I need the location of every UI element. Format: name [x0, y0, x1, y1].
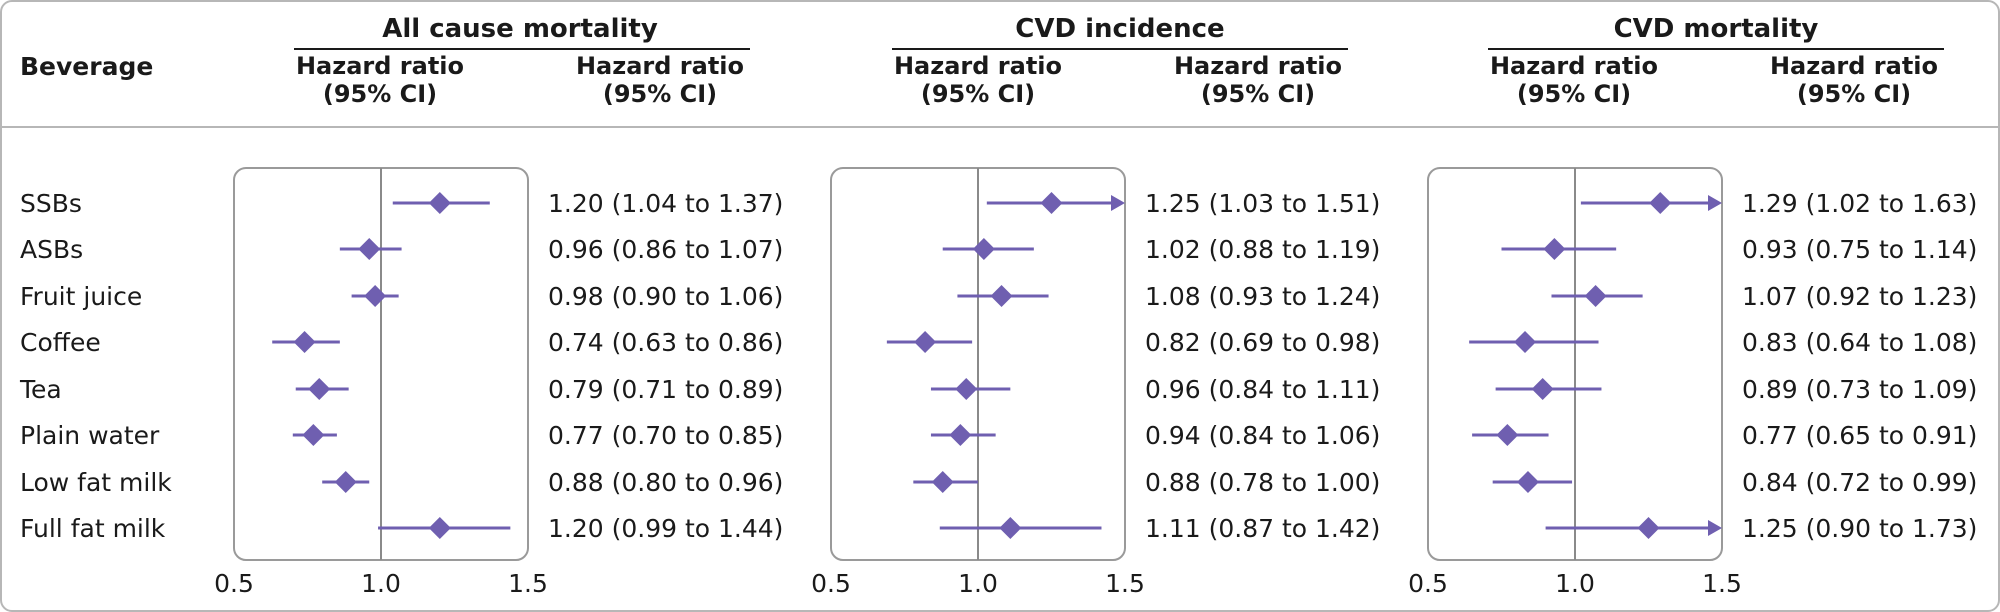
hazard-ratio-marker	[428, 517, 451, 539]
hazard-ratio-marker	[1531, 378, 1554, 400]
header-line: Hazard ratio	[893, 52, 1063, 80]
hazard-ratio-value: 1.07 (0.92 to 1.23)	[1742, 282, 1977, 311]
hazard-ratio-value: 0.96 (0.86 to 1.07)	[548, 235, 783, 264]
hazard-ratio-marker	[972, 238, 995, 260]
row-label-low-fat-milk: Low fat milk	[20, 468, 172, 497]
row-label-coffee: Coffee	[20, 328, 101, 357]
hazard-ratio-marker	[955, 378, 978, 400]
beverage-column-header: Beverage	[20, 52, 154, 81]
ci-arrow-right	[1111, 195, 1125, 211]
hazard-ratio-marker	[949, 424, 972, 446]
header-line: (95% CI)	[1796, 80, 1912, 108]
hazard-ratio-marker	[1040, 192, 1063, 214]
header-separator	[0, 126, 2000, 128]
hazard-ratio-value: 0.94 (0.84 to 1.06)	[1145, 421, 1380, 450]
hazard-ratio-value: 0.88 (0.78 to 1.00)	[1145, 468, 1380, 497]
row-label-plain-water: Plain water	[20, 421, 160, 450]
panel-rule	[892, 48, 1348, 50]
row-label-full-fat-milk: Full fat milk	[20, 514, 166, 543]
hazard-ratio-plot-header: Hazard ratio (95% CI)	[888, 52, 1068, 108]
header-line: Hazard ratio	[575, 52, 745, 80]
hazard-ratio-marker	[990, 285, 1013, 307]
hazard-ratio-value: 0.77 (0.65 to 0.91)	[1742, 421, 1977, 450]
hazard-ratio-value: 0.96 (0.84 to 1.11)	[1145, 375, 1380, 404]
x-tick-label: 1.5	[508, 569, 548, 598]
hazard-ratio-value: 1.25 (0.90 to 1.73)	[1742, 514, 1977, 543]
ci-arrow-right	[1708, 520, 1722, 536]
hazard-ratio-marker	[1543, 238, 1566, 260]
header-line: (95% CI)	[1516, 80, 1632, 108]
ci-arrow-right	[1708, 195, 1722, 211]
hazard-ratio-value-header: Hazard ratio (95% CI)	[1168, 52, 1348, 108]
hazard-ratio-marker	[1584, 285, 1607, 307]
hazard-ratio-value: 1.11 (0.87 to 1.42)	[1145, 514, 1380, 543]
x-tick-label: 1.5	[1105, 569, 1145, 598]
hazard-ratio-value: 0.79 (0.71 to 0.89)	[548, 375, 783, 404]
hazard-ratio-marker	[1637, 517, 1660, 539]
hazard-ratio-value: 0.82 (0.69 to 0.98)	[1145, 328, 1380, 357]
hazard-ratio-value-header: Hazard ratio (95% CI)	[570, 52, 750, 108]
hazard-ratio-plot-header: Hazard ratio (95% CI)	[290, 52, 470, 108]
row-label-ssbs: SSBs	[20, 189, 82, 218]
hazard-ratio-marker	[334, 471, 357, 493]
hazard-ratio-value: 1.20 (0.99 to 1.44)	[548, 514, 783, 543]
hazard-ratio-value: 1.20 (1.04 to 1.37)	[548, 189, 783, 218]
hazard-ratio-marker	[1649, 192, 1672, 214]
hazard-ratio-marker	[358, 238, 381, 260]
hazard-ratio-value: 1.08 (0.93 to 1.24)	[1145, 282, 1380, 311]
panel-title-all-cause-mortality: All cause mortality	[382, 14, 658, 44]
x-tick-label: 0.5	[1408, 569, 1448, 598]
hazard-ratio-value: 0.89 (0.73 to 1.09)	[1742, 375, 1977, 404]
hazard-ratio-marker	[302, 424, 325, 446]
header-line: Hazard ratio	[1173, 52, 1343, 80]
x-tick-label: 1.0	[1555, 569, 1595, 598]
hazard-ratio-marker	[428, 192, 451, 214]
header-line: Hazard ratio	[1489, 52, 1659, 80]
hazard-ratio-value-header: Hazard ratio (95% CI)	[1764, 52, 1944, 108]
panel-title-cvd-incidence: CVD incidence	[1015, 14, 1225, 44]
hazard-ratio-marker	[999, 517, 1022, 539]
hazard-ratio-value: 0.83 (0.64 to 1.08)	[1742, 328, 1977, 357]
header-line: (95% CI)	[920, 80, 1036, 108]
hazard-ratio-marker	[293, 331, 316, 353]
panel-rule	[294, 48, 750, 50]
x-tick-label: 1.0	[958, 569, 998, 598]
hazard-ratio-marker	[931, 471, 954, 493]
hazard-ratio-value: 1.29 (1.02 to 1.63)	[1742, 189, 1977, 218]
hazard-ratio-marker	[364, 285, 387, 307]
hazard-ratio-value: 0.98 (0.90 to 1.06)	[548, 282, 783, 311]
x-tick-label: 1.0	[361, 569, 401, 598]
header-line: (95% CI)	[602, 80, 718, 108]
hazard-ratio-marker	[914, 331, 937, 353]
hazard-ratio-marker	[1514, 331, 1537, 353]
hazard-ratio-value: 0.74 (0.63 to 0.86)	[548, 328, 783, 357]
header-line: (95% CI)	[322, 80, 438, 108]
x-tick-label: 1.5	[1702, 569, 1742, 598]
header-line: (95% CI)	[1200, 80, 1316, 108]
panel-title-cvd-mortality: CVD mortality	[1613, 14, 1819, 44]
hazard-ratio-value: 0.93 (0.75 to 1.14)	[1742, 235, 1977, 264]
x-tick-label: 0.5	[214, 569, 254, 598]
hazard-ratio-value: 0.77 (0.70 to 0.85)	[548, 421, 783, 450]
hazard-ratio-marker	[1516, 471, 1539, 493]
row-label-fruit-juice: Fruit juice	[20, 282, 143, 311]
hazard-ratio-value: 0.88 (0.80 to 0.96)	[548, 468, 783, 497]
hazard-ratio-value: 1.02 (0.88 to 1.19)	[1145, 235, 1380, 264]
hazard-ratio-value: 1.25 (1.03 to 1.51)	[1145, 189, 1380, 218]
x-tick-label: 0.5	[811, 569, 851, 598]
panel-rule	[1488, 48, 1944, 50]
header-line: Hazard ratio	[1769, 52, 1939, 80]
hazard-ratio-plot-header: Hazard ratio (95% CI)	[1484, 52, 1664, 108]
row-label-asbs: ASBs	[20, 235, 84, 264]
hazard-ratio-marker	[308, 378, 331, 400]
hazard-ratio-value: 0.84 (0.72 to 0.99)	[1742, 468, 1977, 497]
hazard-ratio-marker	[1496, 424, 1519, 446]
header-line: Hazard ratio	[295, 52, 465, 80]
row-label-tea: Tea	[20, 375, 62, 404]
